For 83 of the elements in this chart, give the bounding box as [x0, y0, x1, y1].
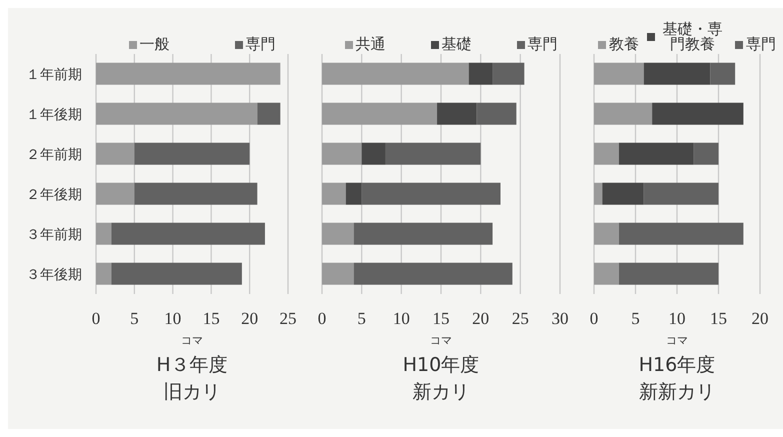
bar [644, 182, 718, 205]
bar [594, 142, 619, 165]
x-tick-label: 5 [130, 309, 139, 328]
bar [111, 262, 242, 285]
bar [437, 102, 477, 125]
bar [96, 142, 134, 165]
bar [322, 142, 362, 165]
bar [96, 222, 112, 245]
x-tick-label: 0 [92, 309, 100, 328]
x-axis-title: コマ [181, 334, 203, 347]
bar [594, 102, 652, 125]
bar [710, 62, 736, 85]
legend-label: 共通 [356, 35, 386, 53]
x-tick-label: 30 [552, 309, 568, 328]
bar [618, 222, 744, 245]
bar [594, 62, 644, 85]
bar [134, 182, 258, 205]
x-tick-label: 5 [631, 309, 640, 328]
x-tick-label: 0 [318, 309, 326, 328]
y-tick-label: ３年後期 [26, 266, 82, 283]
x-tick-label: 10 [392, 309, 410, 328]
bar [322, 102, 438, 125]
bar [362, 142, 386, 165]
bar [346, 182, 362, 205]
x-tick-label: 25 [512, 309, 529, 328]
bar [602, 182, 644, 205]
bar [644, 62, 710, 85]
x-axis-title: コマ [430, 334, 452, 347]
y-tick-label: ２年前期 [26, 146, 82, 163]
bar [492, 62, 524, 85]
x-tick-label: 20 [752, 309, 768, 328]
bar [476, 102, 516, 125]
bar [111, 222, 265, 245]
x-axis-title: コマ [666, 334, 688, 347]
bar [134, 142, 250, 165]
x-tick-label: 20 [472, 309, 490, 328]
bar [322, 62, 469, 85]
bar [594, 262, 619, 285]
bar [594, 222, 619, 245]
x-tick-label: 0 [590, 309, 598, 328]
legend-label: 専門 [746, 35, 776, 53]
y-tick-label: ３年前期 [26, 226, 82, 243]
legend-label: 教養 [609, 35, 639, 53]
bar [354, 222, 493, 245]
bar [468, 62, 493, 85]
bar [322, 182, 346, 205]
text: H10年度 [402, 353, 480, 378]
legend-label: 基礎・専門教養 [662, 20, 724, 53]
bar [362, 182, 500, 205]
bar [694, 142, 718, 165]
text: 新新カリ [638, 380, 716, 405]
bar [322, 222, 354, 245]
x-tick-label: 10 [164, 309, 182, 328]
y-tick-label: １年前期 [26, 66, 82, 83]
x-tick-label: 5 [357, 309, 366, 328]
x-tick-label: 10 [668, 309, 686, 328]
text: 旧カリ [162, 380, 222, 405]
x-tick-label: 15 [202, 309, 220, 328]
y-tick-label: ２年後期 [26, 186, 82, 203]
bar [618, 262, 718, 285]
bar [322, 262, 354, 285]
x-tick-label: 15 [710, 309, 727, 328]
text: H３年度 [155, 353, 229, 378]
text: H16年度 [638, 353, 716, 378]
bar [594, 182, 602, 205]
legend-label: 専門 [246, 35, 276, 53]
bar [652, 102, 744, 125]
bar [96, 182, 134, 205]
legend-label: 基礎 [442, 35, 472, 53]
y-tick-label: １年後期 [26, 106, 82, 123]
x-tick-label: 20 [241, 309, 258, 328]
bar [385, 142, 481, 165]
bar [257, 102, 280, 125]
legend-label: 一般 [140, 35, 170, 53]
legend-label: 専門 [528, 35, 558, 53]
x-tick-label: 25 [280, 309, 296, 328]
bar [618, 142, 694, 165]
bar [354, 262, 512, 285]
text: 新カリ [412, 380, 470, 405]
bar [96, 102, 258, 125]
bar [96, 262, 112, 285]
bar [96, 62, 280, 85]
x-tick-label: 15 [432, 309, 450, 328]
